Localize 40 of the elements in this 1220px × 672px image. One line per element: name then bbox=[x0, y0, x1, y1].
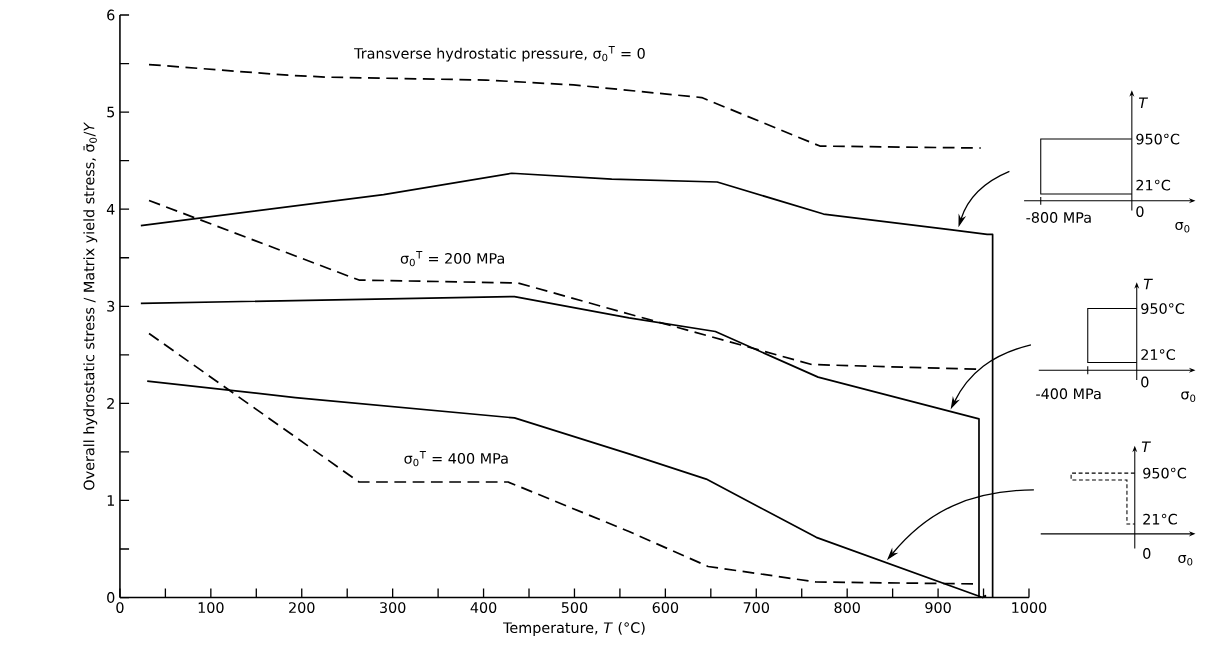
y-tick-label: 3 bbox=[107, 300, 115, 312]
series-label: σ$_{0}$$^{T}$ = 400 MPa bbox=[404, 451, 508, 467]
x-tick-label: 400 bbox=[470, 602, 497, 614]
text: T bbox=[1143, 278, 1153, 290]
annotation: -800 MPa bbox=[1026, 212, 1091, 223]
text: 21°C bbox=[1143, 513, 1177, 525]
text: -400 MPa bbox=[1036, 388, 1101, 400]
text: 950°C bbox=[1141, 303, 1185, 314]
text: T bbox=[1138, 97, 1149, 109]
x-tick-label: 1000 bbox=[1012, 602, 1047, 614]
series-label: Transverse hydrostatic pressure, σ$_{0}$$^{T}$ = 0 bbox=[354, 46, 645, 62]
y-tick-label: 0 bbox=[107, 592, 115, 603]
text: 21°C bbox=[1136, 179, 1171, 191]
text: 950°C bbox=[1136, 133, 1180, 145]
text: 21°C bbox=[1141, 349, 1175, 361]
y-tick-label: 4 bbox=[106, 203, 115, 215]
x-tick-label: 300 bbox=[380, 602, 406, 614]
text: σ$_{0}$ bbox=[1181, 391, 1196, 402]
x-tick-label: 800 bbox=[834, 602, 860, 614]
y-axis-title: Overall hydrostatic stress / Matrix yield stress, σ̄$_{0}$/Y bbox=[83, 121, 98, 490]
text: 0 bbox=[1141, 376, 1149, 388]
x-tick-label: 0 bbox=[116, 602, 124, 614]
x-axis-title: Temperature, T (°C) bbox=[503, 621, 645, 636]
y-tick-label: 2 bbox=[107, 398, 114, 409]
text: 0 bbox=[1136, 206, 1144, 218]
x-tick-label: 900 bbox=[925, 602, 951, 614]
x-tick-label: 100 bbox=[198, 602, 224, 614]
y-tick-label: 6 bbox=[107, 9, 115, 21]
y-tick-label: 1 bbox=[107, 495, 114, 506]
text: 950°C bbox=[1143, 467, 1187, 479]
series-label: σ$_{0}$$^{T}$ = 200 MPa bbox=[400, 251, 505, 267]
y-tick-label: 5 bbox=[107, 106, 115, 118]
x-tick-label: 200 bbox=[289, 602, 315, 614]
text: σ$_{0}$ bbox=[1178, 555, 1193, 566]
x-tick-label: 500 bbox=[561, 602, 588, 614]
x-tick-label: 600 bbox=[652, 602, 679, 614]
text: σ$_{0}$ bbox=[1175, 222, 1190, 233]
text: 0 bbox=[1143, 548, 1151, 559]
text: T bbox=[1141, 441, 1151, 452]
x-tick-label: 700 bbox=[743, 602, 770, 614]
